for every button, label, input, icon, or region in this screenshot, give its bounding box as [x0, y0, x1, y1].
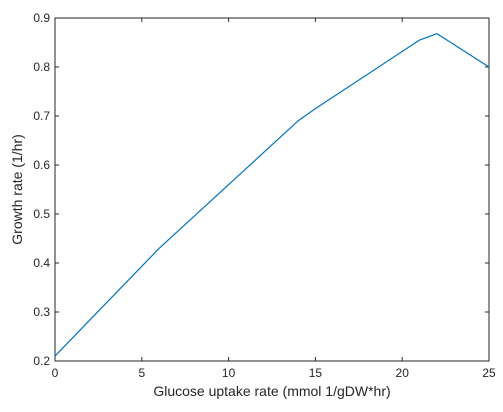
series-line: [54, 33, 490, 357]
plot-area: [54, 17, 490, 362]
y-tick-label: 0.3: [33, 305, 50, 319]
x-tick-label: 15: [309, 366, 323, 380]
y-tick-label: 0.9: [33, 11, 50, 25]
y-tick-label: 0.7: [33, 109, 50, 123]
y-tick-label: 0.5: [33, 207, 50, 221]
y-tick-label: 0.2: [33, 354, 50, 368]
x-tick-label: 20: [396, 366, 410, 380]
x-tick-label: 5: [138, 366, 145, 380]
y-axis-label: Growth rate (1/hr): [9, 134, 25, 244]
x-tick-label: 25: [482, 366, 496, 380]
y-tick-label: 0.4: [33, 256, 50, 270]
series-layer: [54, 33, 490, 357]
x-tick-label: 10: [222, 366, 236, 380]
x-tick-label: 0: [52, 366, 59, 380]
y-tick-label: 0.6: [33, 158, 50, 172]
x-axis-label: Glucose uptake rate (mmol 1/gDW*hr): [153, 383, 390, 399]
axis-ticks: 0 5 10 15 20 25 0.2 0.3 0.4 0.5 0.6 0.7 0.8 0.9: [33, 11, 496, 380]
y-tick-label: 0.8: [33, 60, 50, 74]
